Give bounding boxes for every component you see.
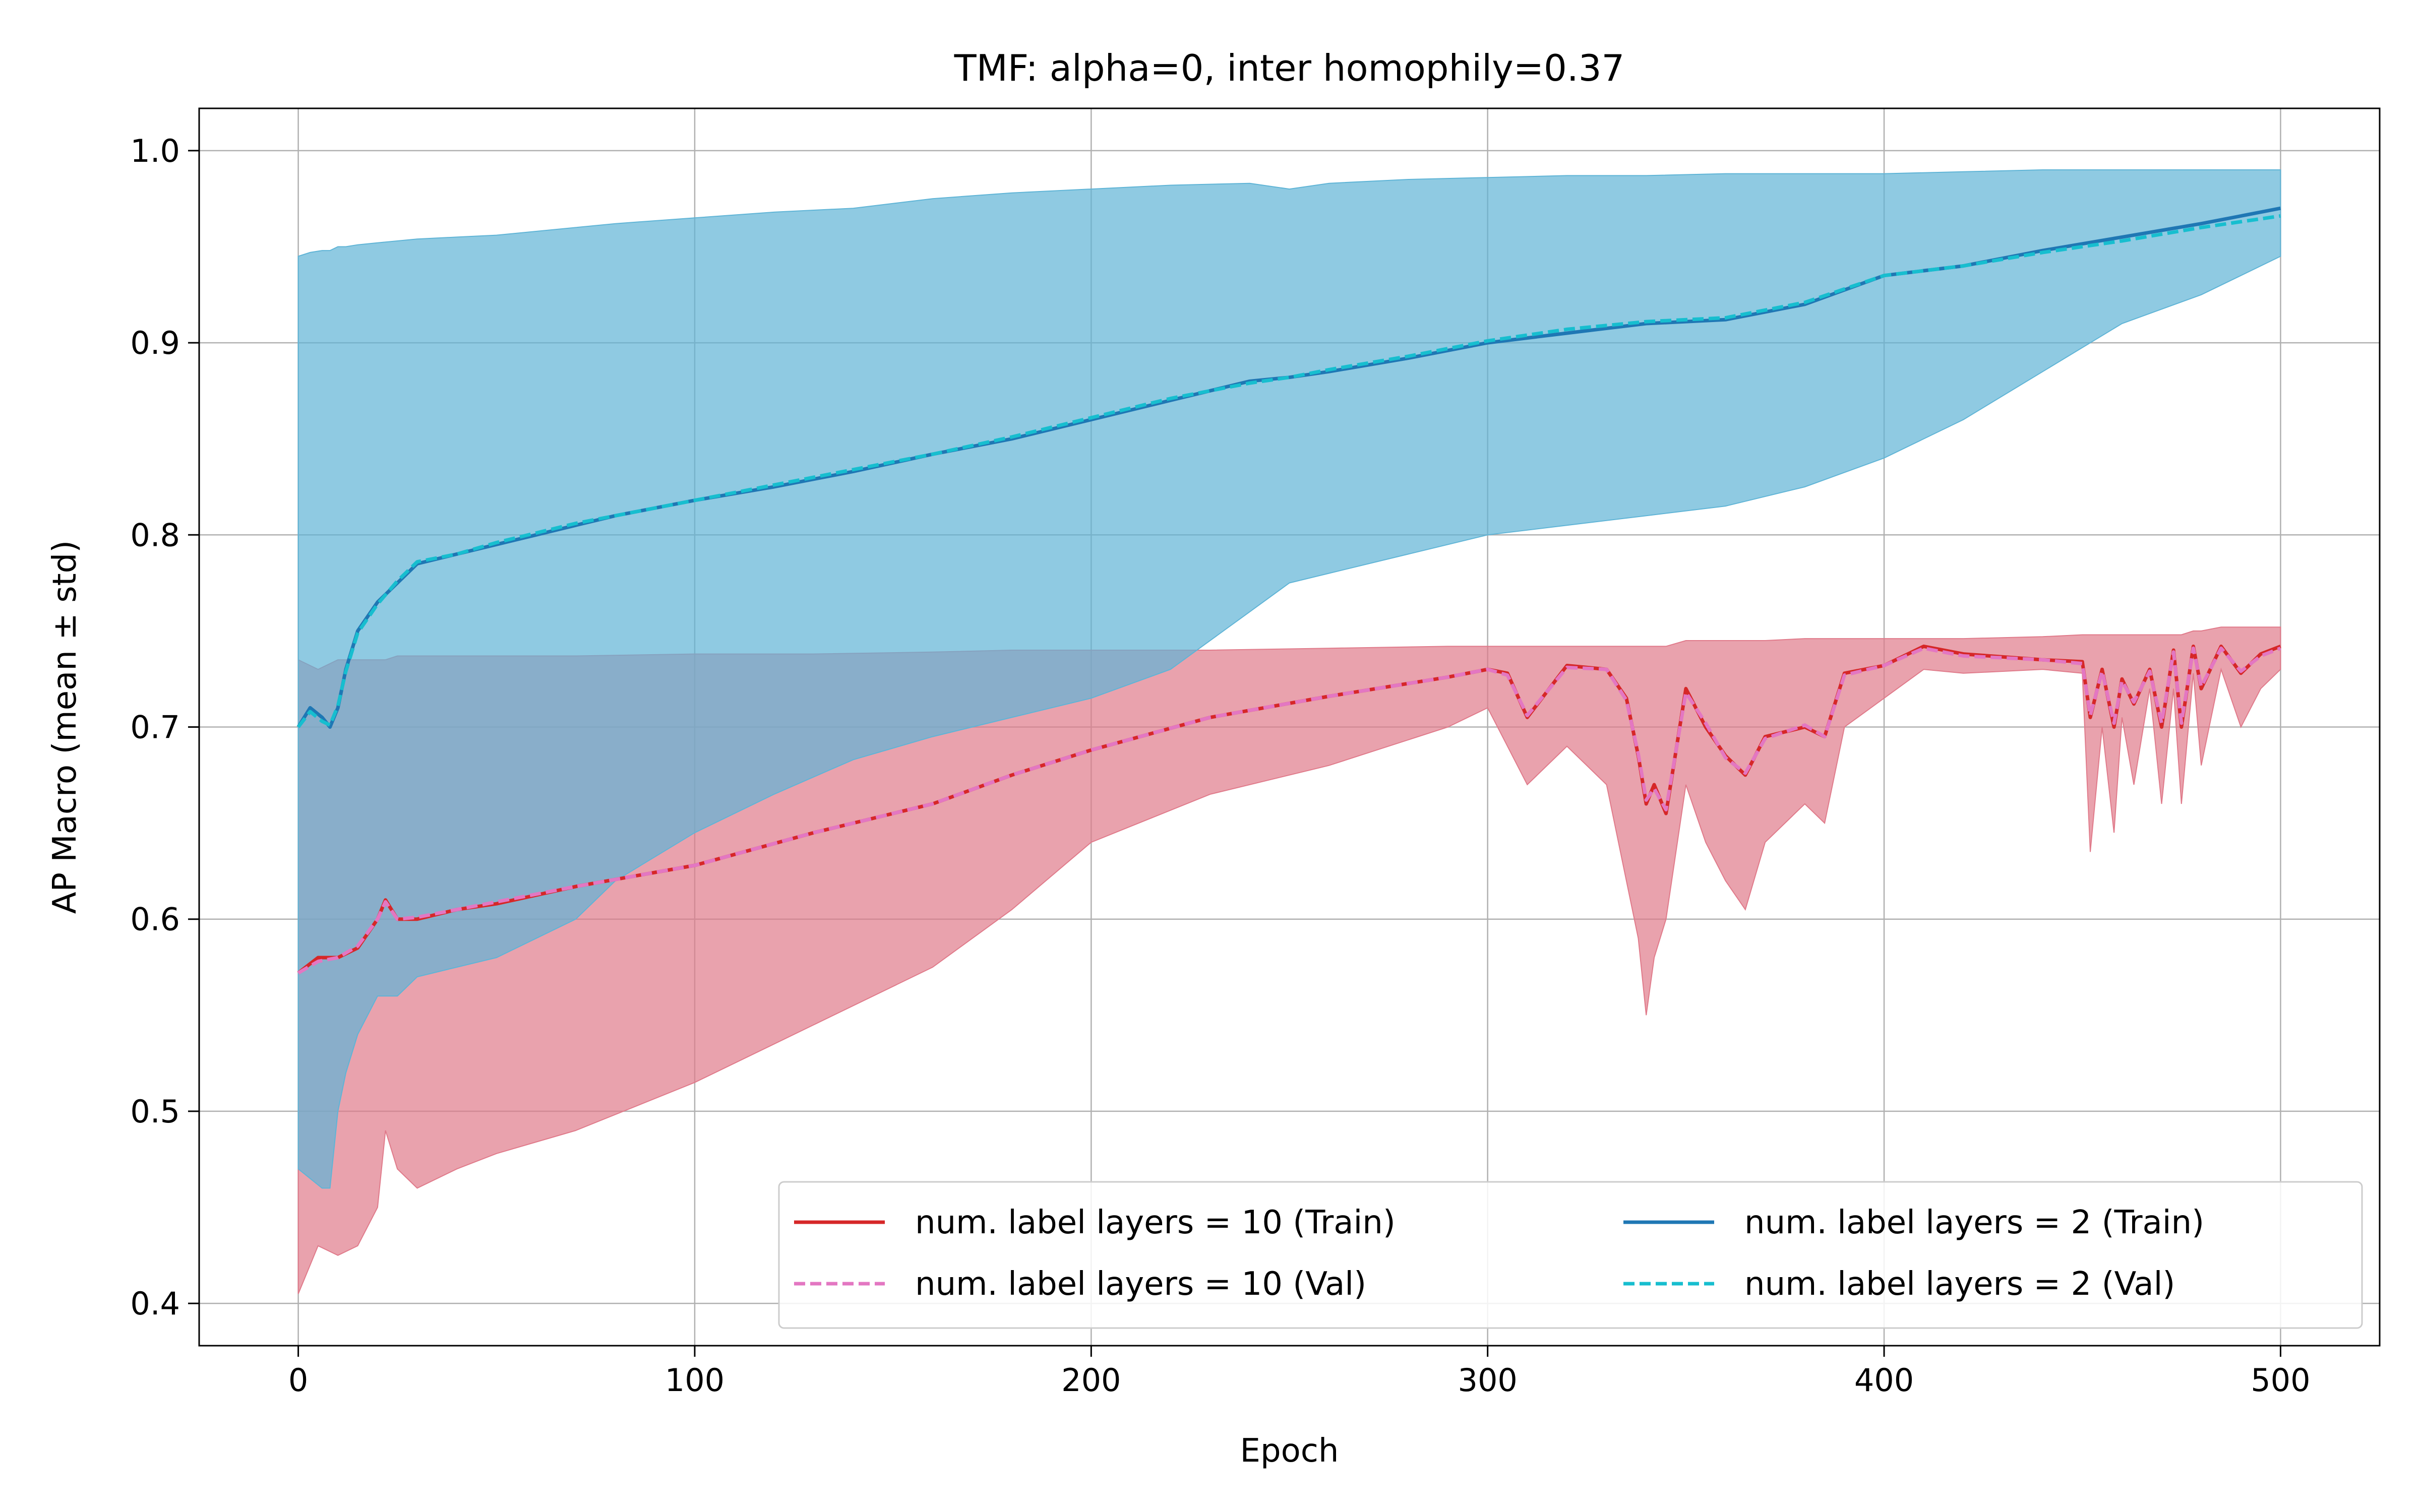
- series-lines: [296, 206, 2281, 975]
- y-tick-label: 0.8: [130, 517, 180, 553]
- x-tick-label: 500: [2251, 1362, 2310, 1399]
- y-tick-label: 0.4: [130, 1285, 180, 1322]
- legend-label: num. label layers = 10 (Train): [915, 1204, 1396, 1241]
- y-tick-label: 0.7: [130, 709, 180, 746]
- y-tick-label: 0.6: [130, 901, 180, 938]
- y-axis-label: AP Macro (mean ± std): [46, 540, 84, 914]
- y-tick-label: 0.9: [130, 325, 180, 361]
- legend-label: num. label layers = 2 (Train): [1744, 1204, 2204, 1241]
- legend-label: num. label layers = 10 (Val): [915, 1266, 1366, 1303]
- y-tick-label: 1.0: [130, 133, 180, 169]
- std-band: [297, 626, 2281, 1294]
- x-tick-label: 400: [1854, 1362, 1914, 1399]
- legend-label: num. label layers = 2 (Val): [1744, 1266, 2175, 1303]
- legend-box: [778, 1181, 2363, 1329]
- std-band: [297, 169, 2281, 1189]
- x-axis-label: Epoch: [1240, 1432, 1339, 1470]
- legend: num. label layers = 10 (Train) num. label…: [778, 1181, 2363, 1329]
- x-tick-label: 0: [288, 1362, 308, 1399]
- axis-ticks: 0 100 200 300 400 500 0.4 0.5 0.6 0.7 0.8 0.9 1.0: [130, 133, 2310, 1399]
- y-tick-label: 0.5: [130, 1093, 180, 1130]
- chart-title: TMF: alpha=0, inter homophily=0.37: [954, 47, 1625, 89]
- x-tick-label: 100: [665, 1362, 724, 1399]
- series-line: [297, 646, 2281, 975]
- x-tick-label: 200: [1061, 1362, 1121, 1399]
- x-tick-label: 300: [1458, 1362, 1518, 1399]
- std-bands: [297, 169, 2281, 1294]
- series-line: [296, 214, 2281, 728]
